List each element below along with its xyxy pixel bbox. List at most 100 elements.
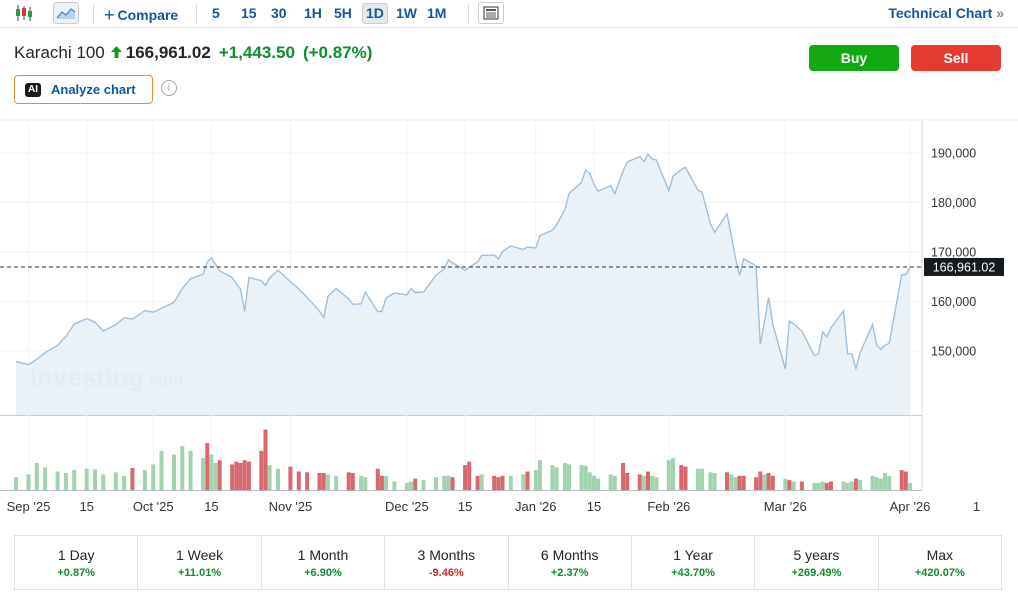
performance-cell[interactable]: 1 Year +43.70% (632, 536, 756, 589)
y-tick-label: 190,000 (931, 147, 976, 161)
volume-bar (142, 470, 147, 490)
volume-bar (296, 471, 301, 490)
x-tick-label: 15 (586, 499, 602, 514)
volume-bar (596, 478, 601, 490)
volume-bar (874, 477, 879, 490)
performance-value: +269.49% (791, 567, 842, 579)
volume-bar (84, 468, 89, 490)
compare-button[interactable]: + Compare (104, 5, 178, 26)
volume-bar (849, 481, 854, 490)
volume-bar (587, 472, 592, 491)
volume-bar (392, 481, 397, 490)
buy-button[interactable]: Buy (809, 45, 899, 71)
volume-bar (824, 482, 829, 490)
analyze-chart-button[interactable]: AI Analyze chart (14, 75, 153, 104)
volume-bar (791, 481, 796, 490)
volume-bar (783, 478, 788, 490)
performance-cell[interactable]: 3 Months -9.46% (385, 536, 509, 589)
volume-bar (853, 478, 858, 490)
volume-bar (379, 475, 384, 490)
interval-5[interactable]: 5 (212, 5, 220, 21)
volume-bar (288, 466, 293, 490)
x-tick-label: 15 (204, 499, 219, 514)
volume-bar (654, 477, 659, 490)
volume-bar (612, 475, 617, 490)
volume-bar (242, 460, 247, 490)
chart-toolbar: + Compare 5 15 30 1H 5H 1D 1W 1M Technical Chart… (0, 0, 1018, 28)
x-tick-label: 15 (457, 499, 473, 514)
performance-value: +43.70% (671, 567, 715, 579)
interval-5h[interactable]: 5H (334, 5, 352, 21)
volume-bar (475, 475, 480, 490)
volume-bar (683, 466, 688, 490)
interval-1m[interactable]: 1M (427, 5, 447, 21)
performance-cell[interactable]: 1 Day +0.87% (15, 536, 139, 589)
performance-cell[interactable]: 1 Month +6.90% (262, 536, 386, 589)
toolbar-divider (196, 4, 197, 24)
volume-bar (533, 470, 538, 490)
ai-icon: AI (25, 82, 41, 97)
volume-bar (101, 474, 106, 490)
volume-bar (666, 460, 671, 490)
instrument-name: Karachi 100 (14, 43, 105, 62)
price-line (15, 152, 911, 372)
performance-period: 1 Month (297, 547, 349, 563)
interval-1h[interactable]: 1H (304, 5, 322, 21)
performance-cell[interactable]: Max +420.07% (879, 536, 1001, 589)
volume-bar (899, 470, 904, 490)
volume-bar (608, 474, 613, 490)
price-chart[interactable]: Investing.com150,000160,000170,000180,00… (0, 118, 1018, 494)
interval-15[interactable]: 15 (241, 5, 257, 21)
x-tick-label: Apr '26 (889, 499, 931, 514)
volume-bar (621, 463, 626, 490)
volume-bar (762, 474, 767, 490)
y-tick-label: 170,000 (931, 245, 976, 259)
interval-1w[interactable]: 1W (396, 5, 417, 21)
volume-bar (325, 474, 330, 490)
interval-1d[interactable]: 1D (362, 3, 388, 24)
volume-bar (413, 478, 418, 490)
volume-bar (263, 429, 268, 490)
volume-bar (305, 472, 310, 491)
performance-value: +6.90% (304, 567, 342, 579)
performance-period: 3 Months (417, 547, 476, 563)
candlestick-icon[interactable] (12, 2, 38, 24)
volume-bar (733, 477, 738, 490)
volume-bar (213, 463, 218, 490)
volume-bar (508, 475, 513, 490)
volume-bar (113, 472, 118, 491)
volume-bar (758, 471, 763, 490)
volume-bar (841, 481, 846, 490)
volume-bar (492, 475, 497, 490)
interval-30[interactable]: 30 (271, 5, 287, 21)
volume-bar (409, 481, 413, 490)
last-price-badge (924, 257, 1004, 276)
volume-bar (537, 460, 542, 490)
performance-cell[interactable]: 6 Months +2.37% (509, 536, 632, 589)
technical-chart-label: Technical Chart (888, 5, 993, 21)
volume-bar (887, 475, 892, 490)
performance-cell[interactable]: 1 Week +11.01% (138, 536, 262, 589)
info-icon[interactable]: i (161, 80, 177, 96)
performance-period: 6 Months (540, 547, 599, 563)
news-icon[interactable] (478, 2, 504, 24)
double-chevron-right-icon: » (996, 5, 1004, 21)
volume-bar (404, 482, 409, 490)
x-tick-label: 1 (972, 499, 981, 514)
volume-bar (812, 482, 817, 490)
performance-cell[interactable]: 5 years +269.49% (755, 536, 879, 589)
performance-value: -9.46% (428, 567, 464, 579)
volume-bar (446, 475, 451, 490)
technical-chart-link[interactable]: Technical Chart » (888, 5, 1004, 21)
sell-button[interactable]: Sell (911, 45, 1001, 71)
volume-bar (205, 443, 210, 490)
x-tick-label: Jan '26 (515, 499, 557, 514)
volume-bar (829, 481, 833, 490)
volume-bar (93, 469, 97, 490)
area-chart-icon[interactable] (53, 2, 79, 24)
volume-bar (903, 471, 908, 490)
volume-bar (34, 463, 39, 490)
volume-bar (562, 463, 567, 490)
volume-bar (14, 477, 18, 490)
volume-bar (479, 474, 484, 490)
